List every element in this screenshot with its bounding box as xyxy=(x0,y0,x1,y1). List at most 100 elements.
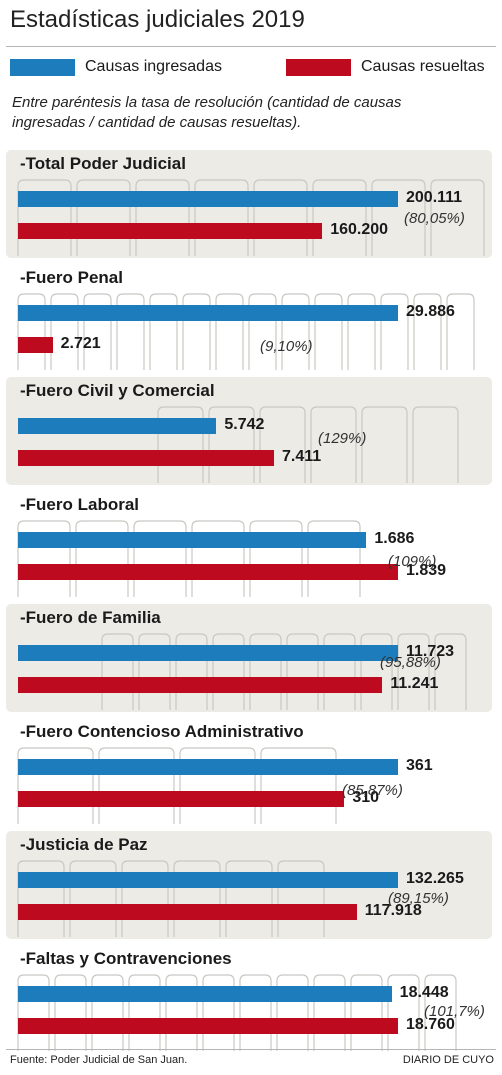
value-label-resueltas: 11.241 xyxy=(390,675,439,692)
value-label-ingresadas: 5.742 xyxy=(224,416,265,433)
decoration-column xyxy=(286,633,319,710)
decoration-column xyxy=(248,292,277,370)
decoration-column xyxy=(387,973,420,1051)
decoration-column xyxy=(380,292,409,370)
decoration-column xyxy=(83,292,112,370)
decoration-column xyxy=(350,973,383,1051)
decoration-column xyxy=(17,519,71,597)
brand-credit: DIARIO DE CUYO xyxy=(402,1054,494,1066)
decoration-column xyxy=(212,633,245,710)
decoration-column xyxy=(133,519,187,597)
bar-ingresadas xyxy=(18,872,398,888)
value-label-ingresadas: 11.723 xyxy=(406,643,455,660)
panel-title: -Fuero de Familia xyxy=(20,608,161,627)
panel-decoration xyxy=(17,519,361,597)
bar-ingresadas xyxy=(18,191,398,207)
panel-2: -Fuero Penal 29.886 2.721 (9,10%) xyxy=(6,264,492,372)
panel-decoration xyxy=(157,406,459,483)
decoration-column xyxy=(310,406,357,483)
value-label-ingresadas: 361 xyxy=(406,756,433,774)
panel-title: -Fuero Civil y Comercial xyxy=(20,381,215,400)
legend-label-ingresadas: Causas ingresadas xyxy=(85,58,222,75)
decoration-column xyxy=(17,973,50,1051)
bar-resueltas xyxy=(18,450,275,466)
panel-4: -Fuero Laboral 1.686 1.839 (109%) xyxy=(6,491,492,599)
bar-resueltas xyxy=(18,563,398,580)
value-label-ingresadas: 1.686 xyxy=(374,529,415,547)
panel-title: -Fuero Contencioso Administrativo xyxy=(20,721,304,741)
decoration-column xyxy=(276,973,309,1051)
value-label-resueltas: 2.721 xyxy=(60,334,101,352)
value-label-ingresadas: 18.448 xyxy=(399,983,449,1001)
resolution-rate-label: (101,7%) xyxy=(424,1002,485,1020)
bar-ingresadas xyxy=(18,418,217,434)
decoration-column xyxy=(194,179,249,256)
decoration-column xyxy=(69,860,117,937)
decoration-column xyxy=(277,860,325,937)
legend-label-resueltas: Causas resueltas xyxy=(361,58,485,75)
decoration-column xyxy=(260,746,337,824)
decoration-column xyxy=(313,973,346,1051)
panel-title: -Total Poder Judicial xyxy=(20,154,186,173)
bar-resueltas xyxy=(18,336,53,353)
decoration-column xyxy=(128,973,161,1051)
decoration-column xyxy=(17,746,94,824)
decoration-column xyxy=(116,292,145,370)
decoration-column xyxy=(191,519,245,597)
decoration-column xyxy=(361,406,408,483)
bar-resueltas xyxy=(18,677,383,693)
bar-resueltas xyxy=(18,223,323,239)
panel-decoration xyxy=(17,746,337,824)
decoration-column xyxy=(253,179,308,256)
resolution-rate-label: (89,15%) xyxy=(388,890,449,907)
value-label-resueltas: 310 xyxy=(352,788,380,806)
decoration-column xyxy=(179,746,256,824)
decoration-column xyxy=(149,292,178,370)
title-divider xyxy=(6,46,496,47)
decoration-column xyxy=(215,292,244,370)
legend-swatch-resueltas xyxy=(286,58,351,76)
decoration-column xyxy=(360,633,393,710)
footer-divider xyxy=(6,1049,496,1050)
decoration-column xyxy=(446,292,475,370)
panel-8: -Faltas y Contravenciones 18.448 18.760 (10… xyxy=(6,945,492,1053)
bar-resueltas xyxy=(18,790,345,807)
legend-resueltas: Causas resueltas xyxy=(286,58,485,76)
source-note: Fuente: Poder Judicial de San Juan. xyxy=(10,1054,188,1066)
bar-ingresadas xyxy=(18,304,398,321)
panel-3: -Fuero Civil y Comercial 5.742 7.411 (129%) xyxy=(6,377,492,485)
decoration-column xyxy=(135,179,190,256)
panel-title: -Fuero Laboral xyxy=(20,494,140,514)
value-label-resueltas: 117.918 xyxy=(364,902,422,919)
decoration-column xyxy=(91,973,124,1051)
decoration-column xyxy=(312,179,367,256)
resolution-rate-label: (80,05%) xyxy=(404,210,465,227)
chart-note: Entre paréntesis la tasa de resolución (… xyxy=(12,94,402,131)
legend-swatch-ingresadas xyxy=(10,58,75,76)
decoration-column xyxy=(182,292,211,370)
decoration-column xyxy=(50,292,79,370)
bar-ingresadas xyxy=(18,531,367,548)
value-label-ingresadas: 132.265 xyxy=(406,870,464,887)
decoration-column xyxy=(430,179,485,256)
resolution-rate-label: (129%) xyxy=(318,430,367,447)
decoration-column xyxy=(54,973,87,1051)
decoration-column xyxy=(138,633,171,710)
panel-title: -Faltas y Contravenciones xyxy=(20,948,232,968)
decoration-column xyxy=(173,860,221,937)
panel-decoration xyxy=(17,292,475,370)
bar-resueltas xyxy=(18,1017,398,1034)
decoration-column xyxy=(314,292,343,370)
bar-ingresadas xyxy=(18,758,398,775)
decoration-column xyxy=(17,860,65,937)
panel-decoration xyxy=(17,973,457,1051)
decoration-column xyxy=(225,860,273,937)
bar-ingresadas xyxy=(18,985,392,1002)
decoration-column xyxy=(165,973,198,1051)
decoration-column xyxy=(347,292,376,370)
decoration-column xyxy=(101,633,134,710)
decoration-column xyxy=(412,406,459,483)
decoration-column xyxy=(76,179,131,256)
decoration-column xyxy=(413,292,442,370)
decoration-column xyxy=(397,633,430,710)
